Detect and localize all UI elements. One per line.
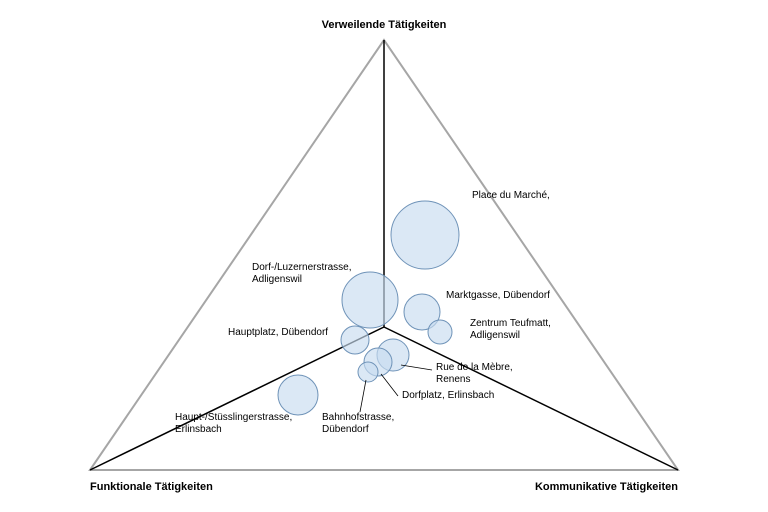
ternary-bubble-chart: Place du Marché,Dorf-/Luzernerstrasse,Ad… (0, 0, 768, 512)
vertex-label-top: Verweilende Tätigkeiten (322, 19, 447, 31)
bubble-hauptplatz-duebendorf (341, 326, 369, 354)
bubble-haupt-stuesslingerstr (278, 375, 318, 415)
vertex-label-left: Funktionale Tätigkeiten (90, 481, 213, 493)
bubble-bahnhofstrasse-duebendorf (358, 362, 378, 382)
label-place-du-marche: Place du Marché, (472, 190, 550, 201)
label-marktgasse-duebendorf: Marktgasse, Dübendorf (446, 290, 550, 301)
bubble-place-du-marche (391, 201, 459, 269)
label-hauptplatz-duebendorf: Hauptplatz, Dübendorf (228, 327, 328, 338)
label-dorfplatz-erlinsbach: Dorfplatz, Erlinsbach (402, 390, 494, 401)
vertex-label-right: Kommunikative Tätigkeiten (535, 481, 678, 493)
bubble-dorf-luzernerstrasse (342, 272, 398, 328)
bubble-zentrum-teufmatt (428, 320, 452, 344)
